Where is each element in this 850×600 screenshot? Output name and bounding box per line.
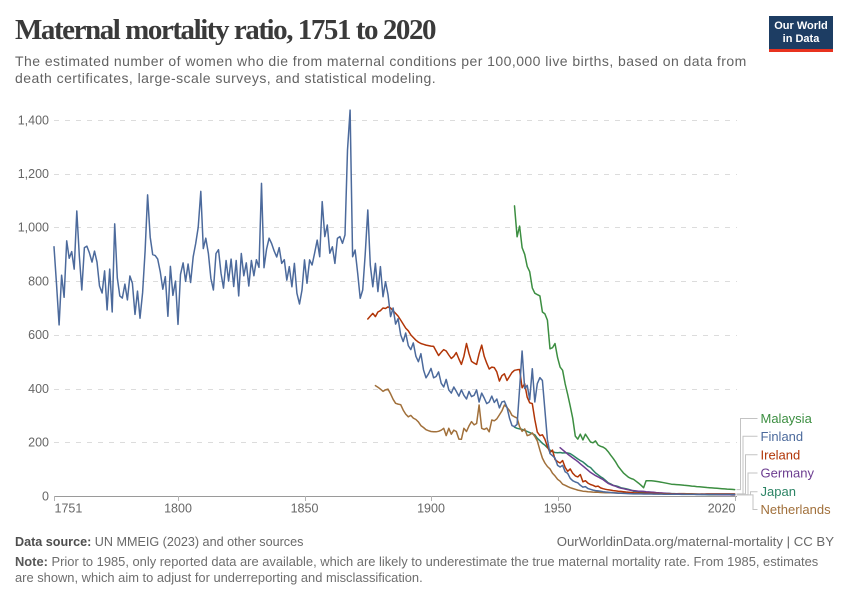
svg-text:400: 400	[28, 382, 49, 396]
svg-text:1800: 1800	[164, 502, 192, 516]
svg-text:200: 200	[28, 436, 49, 450]
svg-text:1,400: 1,400	[18, 113, 49, 127]
svg-text:1950: 1950	[544, 502, 572, 516]
svg-text:Ireland: Ireland	[761, 447, 801, 462]
svg-text:1850: 1850	[291, 502, 319, 516]
svg-text:Finland: Finland	[761, 429, 804, 444]
svg-text:1900: 1900	[417, 502, 445, 516]
svg-text:2020: 2020	[708, 502, 736, 516]
svg-text:0: 0	[42, 489, 49, 503]
svg-text:Malaysia: Malaysia	[761, 411, 813, 426]
svg-text:Netherlands: Netherlands	[761, 502, 832, 517]
svg-text:600: 600	[28, 328, 49, 342]
svg-text:Japan: Japan	[761, 484, 796, 499]
svg-text:1,200: 1,200	[18, 167, 49, 181]
svg-text:800: 800	[28, 274, 49, 288]
svg-text:Germany: Germany	[761, 466, 815, 481]
svg-text:1751: 1751	[55, 502, 83, 516]
svg-text:1,000: 1,000	[18, 221, 49, 235]
